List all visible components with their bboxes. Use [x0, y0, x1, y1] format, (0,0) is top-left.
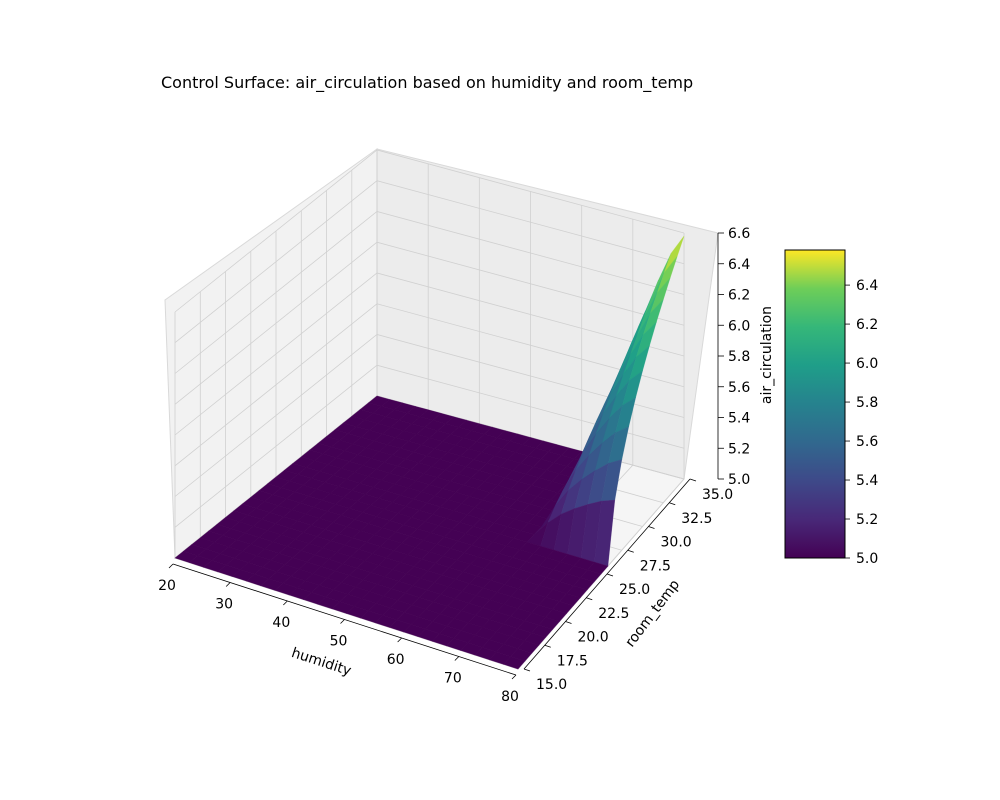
x-tick-label: 30 [215, 597, 233, 613]
colorbar-tick-label: 6.2 [856, 317, 878, 333]
x-tick-mark [397, 637, 402, 643]
x-tick-mark [225, 582, 231, 587]
x-tick-mark [454, 656, 460, 661]
z-tick-label: 5.2 [728, 441, 750, 457]
grid-line [174, 334, 685, 497]
grid-line [174, 303, 685, 467]
colorbar-ticks: 5.0 5.2 5.4 5.6 5.8 6.0 6.2 6.4 [845, 278, 878, 567]
z-tick-label: 5.4 [728, 411, 750, 427]
z-tick-label: 6.4 [728, 257, 750, 273]
x-tick-label: 40 [272, 615, 290, 631]
x-tick-mark [340, 619, 345, 624]
x-axis-label: humidity [289, 645, 353, 679]
colorbar-tick-label: 6.0 [856, 356, 878, 372]
y-tick-mark [523, 668, 531, 672]
y-tick-mark [669, 502, 676, 506]
colorbar-tick-label: 5.6 [856, 434, 878, 450]
y-tick-labels: 15.0 17.5 20.0 22.5 25.0 27.5 30.0 32.5 35.0 [523, 478, 733, 693]
grid-line [174, 180, 685, 344]
grid-line [174, 211, 685, 374]
y-tick-label: 32.5 [681, 511, 712, 527]
y-tick-label: 17.5 [557, 653, 588, 669]
y-tick-label: 22.5 [598, 606, 629, 622]
x-tick-label: 80 [501, 689, 519, 705]
x-tick-mark [283, 600, 288, 606]
x-tick-label: 70 [444, 671, 462, 687]
surface-mesh [174, 235, 685, 670]
x-tick-label: 60 [387, 652, 405, 668]
y-tick-mark [606, 573, 614, 577]
y-tick-mark [648, 526, 655, 529]
x-tick-mark [168, 563, 174, 569]
grid-line [174, 272, 685, 436]
y-tick-label: 20.0 [578, 630, 609, 646]
y-tick-label: 35.0 [702, 487, 733, 503]
colorbar-tick-label: 5.4 [856, 473, 878, 489]
grid-line [174, 364, 685, 528]
colorbar-tick-label: 5.0 [856, 551, 878, 567]
x-tick-label: 20 [158, 578, 176, 594]
z-tick-label: 5.0 [728, 472, 750, 488]
z-axis-label: air_circulation [759, 306, 775, 404]
z-tick-label: 6.2 [728, 288, 750, 304]
colorbar-tick-label: 5.8 [856, 395, 878, 411]
z-tick-label: 6.0 [728, 318, 750, 334]
y-tick-mark [627, 549, 634, 553]
z-tick-label: 6.6 [728, 226, 750, 242]
y-tick-label: 30.0 [661, 535, 692, 551]
z-tick-label: 5.6 [728, 380, 750, 396]
grid-line [174, 149, 685, 313]
x-tick-label: 50 [330, 634, 348, 650]
surface-cell [503, 656, 526, 670]
y-tick-mark [586, 597, 593, 601]
grid-line [174, 241, 685, 405]
x-tick-mark [511, 674, 517, 680]
y-tick-label: 25.0 [619, 582, 650, 598]
y-tick-label: 15.0 [536, 677, 567, 693]
x-tick-labels: 20 30 40 50 60 70 80 [158, 563, 519, 705]
y-tick-mark [689, 478, 697, 482]
y-tick-label: 27.5 [640, 558, 671, 574]
z-tick-labels: 5.0 5.2 5.4 5.6 5.8 6.0 6.2 6.4 6.6 [718, 226, 750, 488]
y-tick-mark [544, 644, 551, 648]
y-tick-mark [565, 621, 572, 624]
chart-title: Control Surface: air_circulation based o… [161, 73, 693, 93]
colorbar-tick-label: 5.2 [856, 512, 878, 528]
colorbar [784, 249, 846, 559]
colorbar-tick-label: 6.4 [856, 278, 878, 294]
z-tick-label: 5.8 [728, 349, 750, 365]
